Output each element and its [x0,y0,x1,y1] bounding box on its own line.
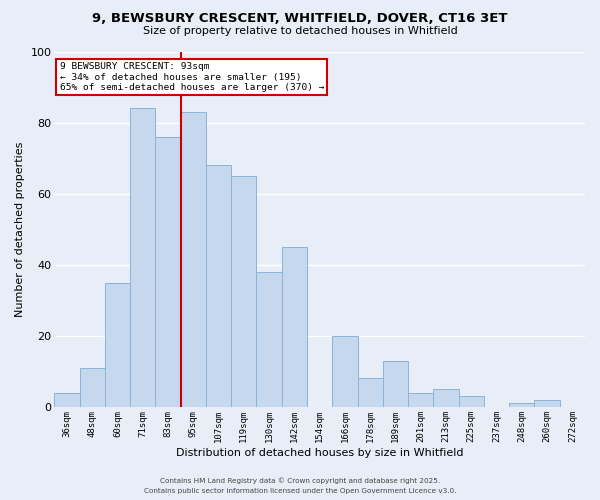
Bar [282,247,307,407]
Y-axis label: Number of detached properties: Number of detached properties [15,142,25,317]
Bar [535,400,560,407]
Bar [509,404,535,407]
Bar [181,112,206,407]
Bar [408,392,433,407]
Text: Size of property relative to detached houses in Whitfield: Size of property relative to detached ho… [143,26,457,36]
Bar [256,272,282,407]
Bar [80,368,105,407]
Bar [155,137,181,407]
Text: 9, BEWSBURY CRESCENT, WHITFIELD, DOVER, CT16 3ET: 9, BEWSBURY CRESCENT, WHITFIELD, DOVER, … [92,12,508,26]
Bar [206,165,231,407]
Text: 9 BEWSBURY CRESCENT: 93sqm
← 34% of detached houses are smaller (195)
65% of sem: 9 BEWSBURY CRESCENT: 93sqm ← 34% of deta… [59,62,324,92]
Bar [105,282,130,407]
Bar [55,392,80,407]
Bar [358,378,383,407]
Bar [383,360,408,407]
Text: Contains HM Land Registry data © Crown copyright and database right 2025.
Contai: Contains HM Land Registry data © Crown c… [144,478,456,494]
X-axis label: Distribution of detached houses by size in Whitfield: Distribution of detached houses by size … [176,448,463,458]
Bar [231,176,256,407]
Bar [433,389,458,407]
Bar [332,336,358,407]
Bar [458,396,484,407]
Bar [130,108,155,407]
